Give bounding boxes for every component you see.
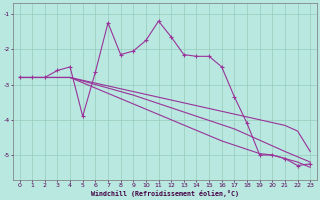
X-axis label: Windchill (Refroidissement éolien,°C): Windchill (Refroidissement éolien,°C) xyxy=(91,190,239,197)
